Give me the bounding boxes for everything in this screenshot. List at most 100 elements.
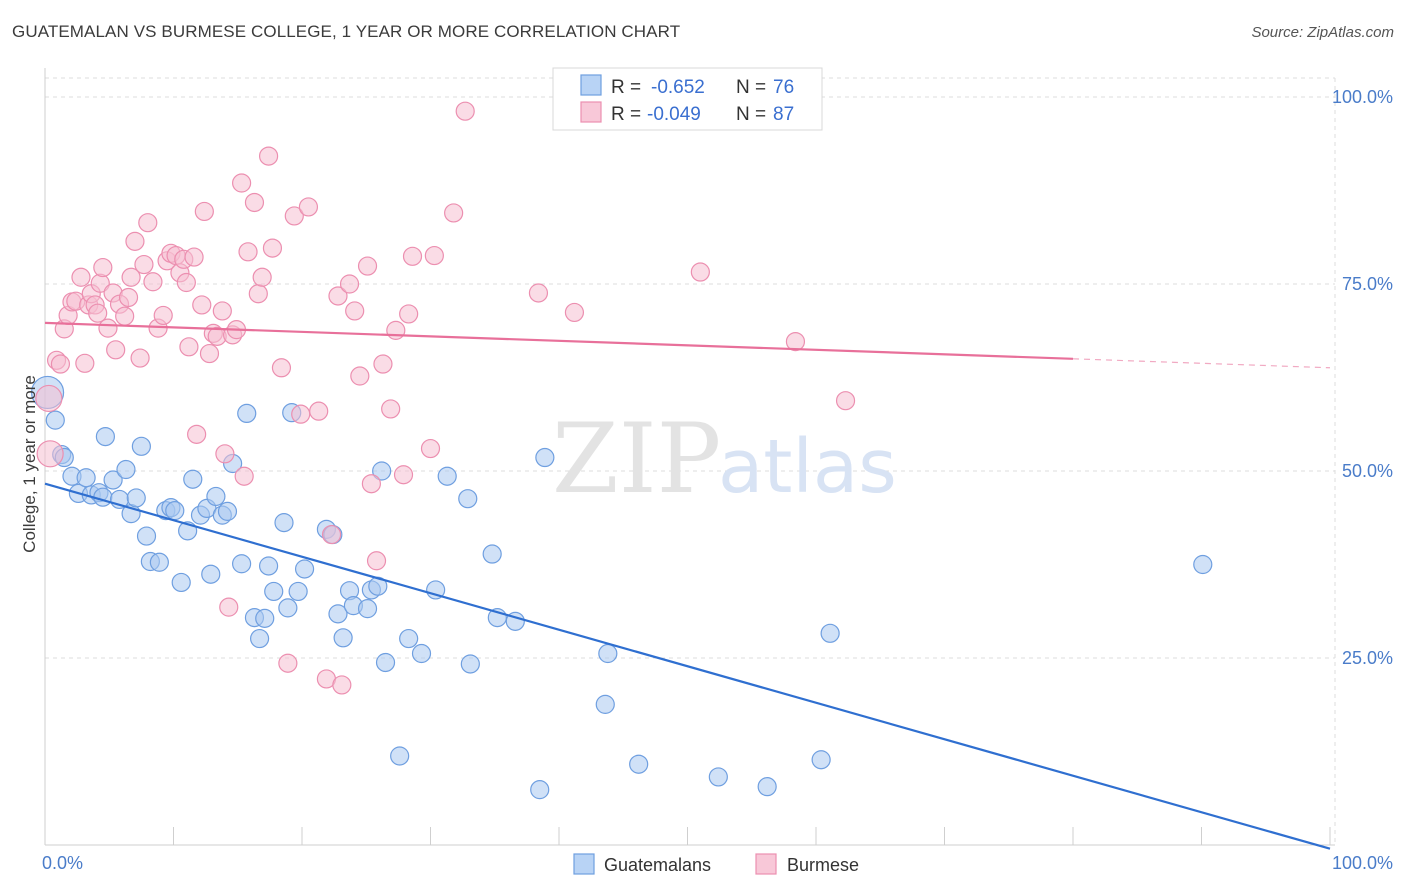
- y-tick-label: 100.0%: [1332, 87, 1393, 107]
- burmese-point: [199, 343, 220, 364]
- burmese-point: [271, 358, 292, 378]
- guatemalan-point: [811, 750, 831, 770]
- burmese-point: [564, 302, 585, 323]
- guatemalan-point: [201, 564, 221, 584]
- legend-n-label-2: N =: [736, 104, 766, 125]
- burmese-point: [366, 551, 387, 571]
- trend-line-burmese-extension: [1072, 358, 1331, 369]
- burmese-point: [232, 173, 252, 193]
- guatemalan-point: [1193, 554, 1213, 575]
- guatemalan-point: [217, 501, 238, 521]
- guatemalan-point: [136, 526, 157, 546]
- guatemalan-point: [183, 469, 203, 489]
- burmese-point: [284, 206, 304, 226]
- burmese-point: [176, 272, 196, 293]
- burmese-point: [153, 305, 173, 326]
- guatemalan-point: [126, 488, 146, 508]
- burmese-point: [98, 318, 118, 338]
- guatemalan-point: [595, 694, 615, 714]
- burmese-point: [248, 284, 268, 304]
- burmese-point: [93, 257, 113, 278]
- burmese-point: [332, 675, 352, 695]
- burmese-point: [399, 304, 419, 324]
- source-credit: Source: ZipAtlas.com: [1251, 24, 1394, 41]
- gridlines: [45, 77, 1336, 845]
- x-tick-label-start: 0.0%: [42, 853, 83, 873]
- burmese-point: [444, 203, 464, 223]
- burmese-point: [328, 286, 348, 306]
- guatemalan-point: [372, 461, 392, 481]
- guatemalan-point: [629, 754, 649, 774]
- watermark-zip: ZIP: [552, 403, 721, 515]
- guatemalan-point: [149, 552, 169, 572]
- burmese-point: [179, 337, 199, 357]
- burmese-point: [381, 399, 401, 419]
- guatemalan-point: [390, 746, 410, 766]
- y-tick-label: 25.0%: [1342, 648, 1393, 668]
- y-tick-label: 75.0%: [1342, 274, 1393, 294]
- tick-labels: 25.0% 50.0% 75.0% 100.0% 0.0% 100.0%: [42, 87, 1393, 873]
- guatemalan-point: [76, 468, 96, 488]
- legend-r-label-2: R =: [611, 104, 641, 125]
- burmese-point: [321, 524, 342, 545]
- guatemalan-point: [399, 628, 419, 649]
- guatemalan-point: [131, 436, 151, 456]
- guatemalan-point: [171, 572, 191, 593]
- legend-r-value-2: -0.049: [647, 104, 701, 125]
- burmese-point: [215, 444, 235, 464]
- burmese-point: [361, 474, 381, 494]
- burmese-point: [252, 267, 272, 287]
- watermark-atlas: atlas: [718, 424, 897, 510]
- series-legend-swatch-burmese: [755, 853, 777, 875]
- burmese-point: [192, 295, 212, 315]
- guatemalan-point: [757, 777, 777, 797]
- burmese-point: [184, 247, 204, 267]
- burmese-point: [118, 287, 139, 308]
- series-legend: Guatemalans Burmese: [573, 853, 859, 875]
- guatemalan-point: [375, 652, 396, 673]
- burmese-point: [420, 438, 441, 459]
- burmese-point: [345, 301, 365, 321]
- guatemalan-point: [820, 623, 840, 643]
- legend-r-label-1: R =: [611, 77, 641, 98]
- burmese-point: [298, 197, 319, 217]
- series-legend-swatch-guatemalans: [573, 853, 595, 875]
- burmese-point: [125, 231, 145, 251]
- guatemalan-point: [530, 780, 550, 800]
- burmese-point: [50, 354, 71, 374]
- burmese-point: [258, 146, 279, 166]
- guatemalan-point: [116, 459, 136, 480]
- guatemalan-point: [278, 598, 298, 618]
- burmese-point: [36, 440, 64, 468]
- burmese-point: [130, 348, 150, 368]
- guatemalan-point: [103, 470, 123, 490]
- burmese-point: [219, 597, 239, 617]
- burmese-point: [386, 320, 406, 340]
- guatemalan-point: [206, 486, 226, 507]
- chart-title: GUATEMALAN VS BURMESE COLLEGE, 1 YEAR OR…: [12, 22, 681, 41]
- burmese-point: [690, 262, 710, 282]
- burmese-point: [115, 306, 135, 326]
- burmese-point: [121, 267, 141, 287]
- burmese-point: [785, 331, 806, 352]
- burmese-point: [138, 213, 158, 233]
- guatemalan-point: [45, 410, 65, 430]
- legend-swatch-guatemalans: [580, 74, 602, 96]
- guatemalan-point: [288, 581, 308, 602]
- guatemalan-point: [437, 466, 457, 486]
- y-axis-label: College, 1 year or more: [20, 375, 39, 553]
- burmese-point: [143, 272, 163, 292]
- guatemalan-point: [258, 556, 279, 576]
- burmese-point: [194, 201, 214, 222]
- guatemalan-point: [357, 599, 378, 619]
- legend-r-value-1: -0.652: [651, 77, 705, 98]
- burmese-point: [291, 404, 311, 424]
- burmese-point: [238, 242, 258, 262]
- burmese-point: [244, 192, 265, 213]
- guatemalan-point: [294, 559, 315, 579]
- burmese-point: [35, 384, 63, 413]
- guatemalan-point: [95, 426, 115, 447]
- guatemalan-point: [460, 654, 480, 674]
- guatemalan-point: [458, 489, 478, 509]
- guatemalan-point: [93, 487, 113, 507]
